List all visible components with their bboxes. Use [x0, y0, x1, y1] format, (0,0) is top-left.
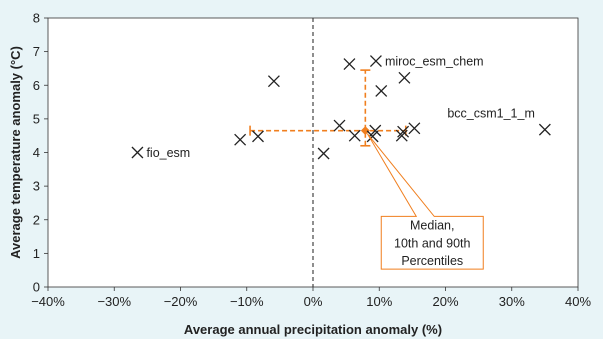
data-points: fio_esm miroc_esm_chem bcc_csm1_1_m	[131, 55, 551, 160]
y-tick-label: 4	[33, 145, 40, 160]
y-ticks: 0 1 2 3 4 5 6 7 8	[33, 11, 48, 295]
data-point-marker	[398, 71, 411, 84]
data-point-marker	[267, 75, 280, 88]
y-tick-label: 1	[33, 246, 40, 261]
data-point-marker	[375, 85, 388, 97]
x-axis-title: Average annual precipitation anomaly (%)	[184, 322, 442, 337]
x-tick-label: −10%	[230, 294, 264, 309]
data-point-marker	[348, 129, 361, 142]
data-point-marker	[395, 129, 408, 142]
y-tick-label: 0	[33, 280, 40, 295]
data-point-marker	[333, 119, 346, 132]
data-point-marker	[408, 122, 421, 135]
data-point-marker	[538, 123, 551, 136]
data-point-marker	[369, 124, 382, 137]
x-tick-label: −40%	[31, 294, 65, 309]
x-ticks: −40% −30% −20% −10% 0% 10% 20% 30% 40%	[31, 287, 591, 309]
y-tick-label: 3	[33, 179, 40, 194]
y-tick-label: 2	[33, 212, 40, 227]
data-point-marker	[343, 58, 356, 71]
data-point-marker	[131, 146, 144, 159]
y-axis-title: Average temperature anomaly (°C)	[8, 46, 23, 259]
annotation-callout	[366, 133, 484, 270]
y-tick-label: 7	[33, 44, 40, 59]
data-point-label: miroc_esm_chem	[385, 55, 484, 69]
x-tick-label: −20%	[164, 294, 198, 309]
x-tick-label: 0%	[304, 294, 323, 309]
data-point-marker	[366, 130, 379, 143]
annotation-line-1: Median,	[410, 219, 454, 233]
x-tick-label: −30%	[97, 294, 131, 309]
median-annotation: Median, 10th and 90th Percentiles	[366, 133, 484, 270]
data-point-marker	[317, 147, 330, 160]
data-point-marker	[369, 55, 382, 67]
annotation-line-2: 10th and 90th	[394, 236, 471, 250]
data-point-marker	[397, 125, 410, 138]
x-tick-label: 20%	[432, 294, 458, 309]
data-point-marker	[252, 130, 264, 143]
data-point-label: fio_esm	[146, 146, 190, 160]
x-tick-label: 10%	[366, 294, 392, 309]
annotation-line-3: Percentiles	[401, 254, 463, 268]
data-point-label: bcc_csm1_1_m	[447, 107, 535, 121]
x-tick-label: 40%	[565, 294, 591, 309]
median-marker	[360, 126, 370, 136]
y-tick-label: 5	[33, 111, 40, 126]
x-tick-label: 30%	[499, 294, 525, 309]
y-tick-label: 6	[33, 78, 40, 93]
data-point-marker	[234, 133, 247, 146]
y-tick-label: 8	[33, 11, 40, 26]
